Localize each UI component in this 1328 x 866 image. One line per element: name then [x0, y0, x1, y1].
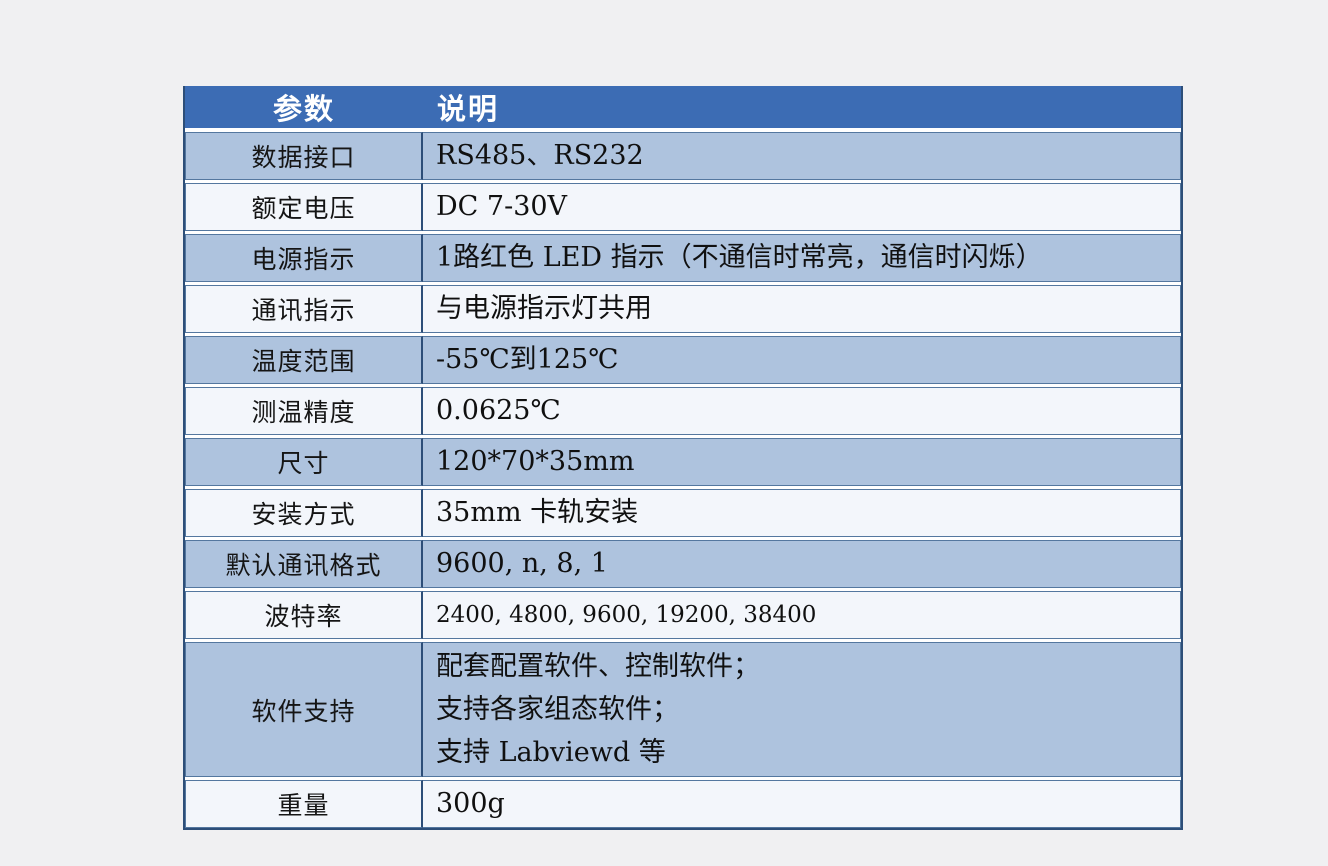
spec-table: 参数 说明 数据接口 RS485、RS232 额定电压 DC 7-30V 电源指示 1路红…	[183, 86, 1183, 830]
table-row: 安装方式 35mm 卡轨安装	[185, 489, 1181, 537]
header-desc-label: 说明	[437, 92, 500, 126]
table-row: 温度范围 -55℃到125℃	[185, 336, 1181, 384]
table-row: 重量 300g	[185, 780, 1181, 828]
param-cell: 电源指示	[185, 234, 423, 282]
header-param-label: 参数	[272, 92, 335, 126]
param-cell: 软件支持	[185, 642, 423, 777]
table-row: 通讯指示 与电源指示灯共用	[185, 285, 1181, 333]
desc-cell: 120*70*35mm	[423, 438, 1181, 486]
desc-cell: 35mm 卡轨安装	[423, 489, 1181, 537]
desc-line: 配套配置软件、控制软件；	[436, 651, 760, 682]
table-row: 尺寸 120*70*35mm	[185, 438, 1181, 486]
table-header: 参数 说明	[185, 86, 1181, 128]
table-rows: 数据接口 RS485、RS232 额定电压 DC 7-30V 电源指示 1路红色 LED …	[185, 132, 1181, 828]
desc-cell: 与电源指示灯共用	[423, 285, 1181, 333]
desc-line: 支持各家组态软件；	[436, 694, 679, 725]
desc-cell: RS485、RS232	[423, 132, 1181, 180]
desc-cell: 300g	[423, 780, 1181, 828]
desc-cell: 2400, 4800, 9600, 19200, 38400	[423, 591, 1181, 639]
desc-cell: 0.0625℃	[423, 387, 1181, 435]
table-row: 默认通讯格式 9600, n, 8, 1	[185, 540, 1181, 588]
param-cell: 数据接口	[185, 132, 423, 180]
desc-cell: DC 7-30V	[423, 183, 1181, 231]
desc-cell: -55℃到125℃	[423, 336, 1181, 384]
table-row: 电源指示 1路红色 LED 指示（不通信时常亮，通信时闪烁）	[185, 234, 1181, 282]
desc-cell: 9600, n, 8, 1	[423, 540, 1181, 588]
param-cell: 温度范围	[185, 336, 423, 384]
table-row: 软件支持 配套配置软件、控制软件； 支持各家组态软件； 支持 Labviewd 等	[185, 642, 1181, 777]
param-cell: 默认通讯格式	[185, 540, 423, 588]
param-cell: 重量	[185, 780, 423, 828]
desc-cell: 配套配置软件、控制软件； 支持各家组态软件； 支持 Labviewd 等	[423, 642, 1181, 777]
param-cell: 安装方式	[185, 489, 423, 537]
param-cell: 测温精度	[185, 387, 423, 435]
param-cell: 通讯指示	[185, 285, 423, 333]
table-row: 波特率 2400, 4800, 9600, 19200, 38400	[185, 591, 1181, 639]
param-cell: 额定电压	[185, 183, 423, 231]
table-row: 额定电压 DC 7-30V	[185, 183, 1181, 231]
table-row: 测温精度 0.0625℃	[185, 387, 1181, 435]
table-row: 数据接口 RS485、RS232	[185, 132, 1181, 180]
desc-cell: 1路红色 LED 指示（不通信时常亮，通信时闪烁）	[423, 234, 1181, 282]
param-cell: 波特率	[185, 591, 423, 639]
desc-line: 支持 Labviewd 等	[436, 737, 666, 768]
param-cell: 尺寸	[185, 438, 423, 486]
